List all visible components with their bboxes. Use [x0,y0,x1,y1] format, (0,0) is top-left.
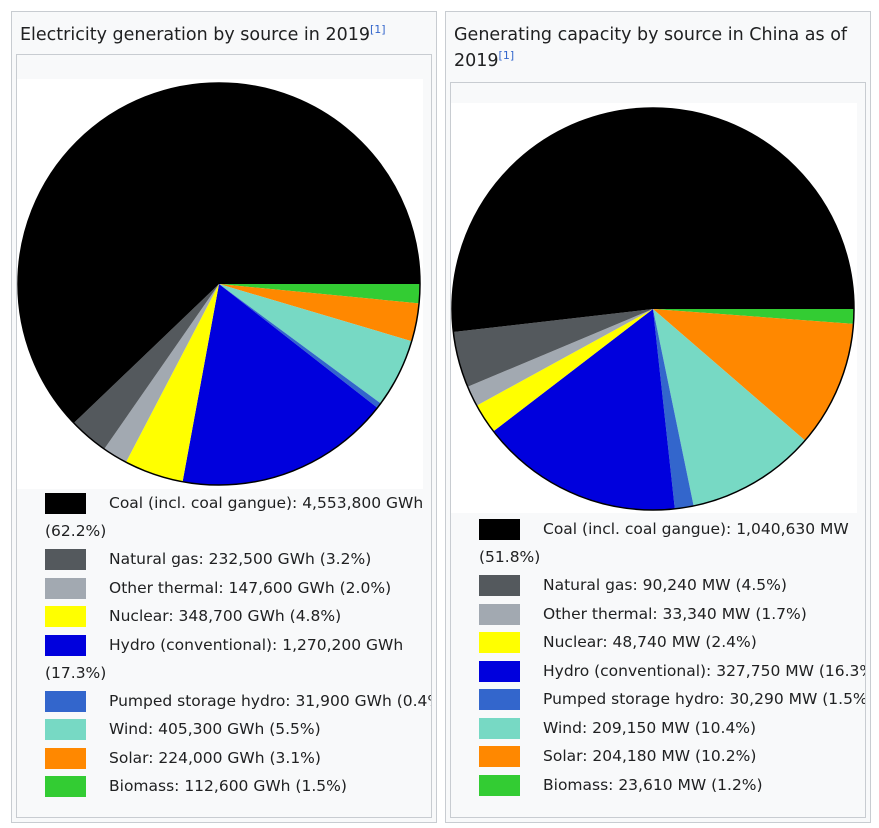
pie-slice [453,309,653,387]
pie-canvas [17,79,423,489]
legend-label: Hydro (conventional): 1,270,200 GWh (17.… [45,635,404,682]
legend-item: Coal (incl. coal gangue): 4,553,800 GWh … [45,489,431,545]
legend-item: Coal (incl. coal gangue): 1,040,630 MW (… [479,515,865,571]
chart-frame: Coal (incl. coal gangue): 4,553,800 GWh … [16,54,432,818]
pie-outline [451,107,855,511]
pie-slice [219,284,420,304]
legend-swatch [45,606,86,627]
pie-slice [467,309,653,406]
legend-item: Pumped storage hydro: 30,290 MW (1.5%) [479,685,865,714]
legend-swatch [479,746,520,767]
pie-outline [17,82,421,486]
legend-label: Natural gas: 90,240 MW (4.5%) [543,576,787,594]
chart-panel-capacity: Generating capacity by source in China a… [445,11,871,823]
chart-title: Generating capacity by source in China a… [454,25,848,71]
pie-slice [493,309,675,510]
legend-item: Other thermal: 33,340 MW (1.7%) [479,600,865,629]
chart-legend: Coal (incl. coal gangue): 4,553,800 GWh … [45,489,431,801]
legend-label: Wind: 209,150 MW (10.4%) [543,718,757,737]
pie-slice [451,108,854,333]
legend-swatch [45,690,86,712]
legend-label: Nuclear: 348,700 GWh (4.8%) [109,607,342,625]
legend-label: Other thermal: 147,600 GWh (2.0%) [109,578,392,597]
legend-label: Pumped storage hydro: 30,290 MW (1.5%) [543,690,865,708]
pie-slice [125,284,219,482]
pie-slice [653,309,854,324]
pie-slice [653,309,806,506]
legend-item: Solar: 204,180 MW (10.2%) [479,742,865,771]
legend-swatch [45,549,86,570]
legend-swatch [479,660,520,682]
legend-item: Biomass: 23,610 MW (1.2%) [479,771,865,800]
legend-swatch [479,632,520,653]
legend-swatch [45,747,86,769]
legend-item: Natural gas: 232,500 GWh (3.2%) [45,545,431,574]
legend-label: Hydro (conventional): 327,750 MW (16.3%) [543,661,865,680]
reference-link[interactable]: [1] [369,23,386,37]
pie-slice [104,284,219,463]
legend-swatch [45,577,86,599]
legend-label: Other thermal: 33,340 MW (1.7%) [543,604,807,623]
legend-label: Natural gas: 232,500 GWh (3.2%) [109,550,372,568]
legend-item: Wind: 405,300 GWh (5.5%) [45,715,431,744]
legend-item: Hydro (conventional): 1,270,200 GWh (17.… [45,631,431,687]
legend-item: Wind: 209,150 MW (10.4%) [479,714,865,743]
legend-swatch [479,603,520,625]
legend-item: Nuclear: 348,700 GWh (4.8%) [45,602,431,631]
pie-slice [17,83,420,424]
pie-chart [17,82,421,486]
legend-swatch [45,776,86,797]
legend-label: Pumped storage hydro: 31,900 GWh (0.4%) [109,691,431,710]
chart-frame: Coal (incl. coal gangue): 1,040,630 MW (… [450,82,866,818]
legend-label: Wind: 405,300 GWh (5.5%) [109,720,321,738]
legend-swatch [45,719,86,740]
pie-chart [451,107,855,511]
legend-swatch [479,689,520,710]
chart-title: Electricity generation by source in 2019… [20,23,386,45]
legend-item: Pumped storage hydro: 31,900 GWh (0.4%) [45,687,431,716]
pie-slice [219,284,412,404]
pie-slice [653,309,854,441]
legend-item: Other thermal: 147,600 GWh (2.0%) [45,574,431,603]
legend-label: Coal (incl. coal gangue): 1,040,630 MW (… [479,520,849,566]
legend-swatch [479,717,520,739]
legend-label: Solar: 224,000 GWh (3.1%) [109,748,321,767]
pie-slice [219,284,420,342]
legend-item: Natural gas: 90,240 MW (4.5%) [479,571,865,600]
pie-slice [182,284,378,486]
legend-label: Solar: 204,180 MW (10.2%) [543,747,757,765]
pie-slice [653,309,694,509]
legend-swatch [45,634,86,656]
legend-item: Biomass: 112,600 GWh (1.5%) [45,772,431,801]
legend-swatch [45,493,86,514]
legend-swatch [479,774,520,796]
legend-item: Hydro (conventional): 327,750 MW (16.3%) [479,657,865,686]
legend-label: Biomass: 23,610 MW (1.2%) [543,775,763,794]
legend-label: Biomass: 112,600 GWh (1.5%) [109,777,347,795]
reference-link[interactable]: [1] [498,49,515,63]
legend-swatch [479,519,520,540]
pie-slice [219,284,381,408]
pie-canvas [451,103,857,513]
legend-swatch [479,575,520,596]
legend-label: Nuclear: 48,740 MW (2.4%) [543,633,757,651]
pie-slice [73,284,219,450]
legend-item: Nuclear: 48,740 MW (2.4%) [479,628,865,657]
chart-panel-generation: Electricity generation by source in 2019… [11,11,437,823]
legend-label: Coal (incl. coal gangue): 4,553,800 GWh … [45,494,424,540]
pie-slice [476,309,653,432]
legend-item: Solar: 224,000 GWh (3.1%) [45,744,431,773]
chart-legend: Coal (incl. coal gangue): 1,040,630 MW (… [479,515,865,799]
